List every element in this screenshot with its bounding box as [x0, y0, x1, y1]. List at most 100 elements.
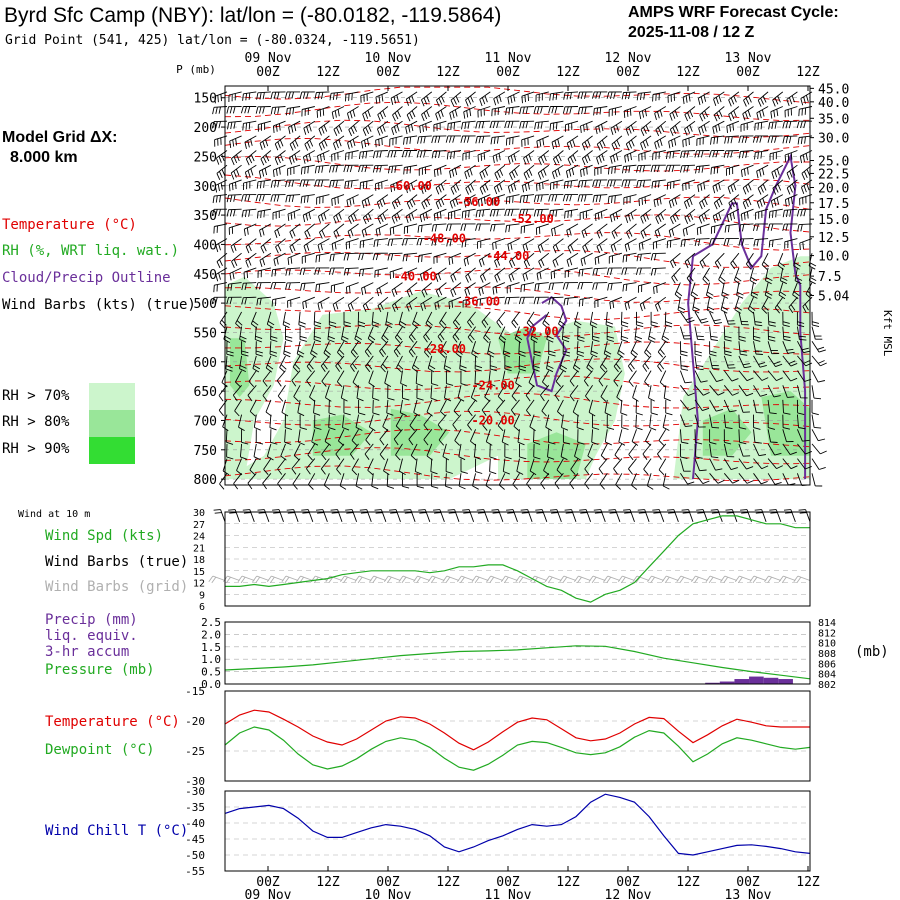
wind-barb [655, 208, 667, 224]
wind-barb [709, 311, 722, 325]
wind-barb [271, 267, 286, 277]
wind-barb [650, 252, 666, 261]
wind-barb [642, 355, 652, 372]
wind-barb-true [506, 509, 518, 522]
wind-barb [416, 238, 432, 246]
isotherm-line [224, 410, 811, 428]
wind-barb [490, 296, 505, 306]
wind-barb [753, 326, 761, 342]
wind-barb [398, 458, 406, 475]
wind-barb [698, 120, 710, 135]
wind-barb [328, 399, 336, 416]
wind-barb [212, 106, 228, 115]
wind-barb [331, 150, 345, 162]
wind-barb [282, 311, 291, 329]
wind-barb [419, 208, 433, 223]
wind-barb [679, 341, 688, 357]
wind-barb [314, 91, 330, 100]
legend-cloud: Cloud/Precip Outline [2, 270, 171, 286]
wind-barb [782, 120, 798, 129]
wind-barb [211, 120, 228, 129]
wind-barb [401, 238, 418, 246]
wind-barb [481, 311, 491, 328]
wind-barb [569, 370, 579, 387]
wind-barb [416, 473, 425, 489]
wind-barb-true [315, 509, 328, 522]
height-tick-label: 20.0 [818, 182, 849, 197]
wind-barb [653, 282, 666, 295]
wind-barb [481, 399, 491, 416]
wind-barb [284, 91, 301, 99]
wind-barb [655, 120, 667, 137]
wind-barb [301, 252, 315, 264]
wind-barb [329, 179, 345, 188]
wind-barb [262, 385, 272, 402]
wind-barb [743, 91, 754, 107]
wind-barb [599, 473, 608, 490]
wind-barb [404, 267, 418, 281]
wind-barb [724, 223, 739, 233]
wind-barb [265, 399, 272, 417]
wind-barb [383, 458, 390, 476]
wind-barb [380, 355, 389, 373]
wind-barb [694, 473, 710, 485]
wind-barb [753, 238, 769, 247]
wind-barb [478, 282, 491, 296]
wind-barb [709, 370, 724, 383]
pressure-tick-label: 200 [194, 121, 217, 136]
wind-barb [259, 135, 272, 150]
wind-barb [533, 429, 541, 445]
wind-barb [377, 208, 389, 224]
wind-barb [615, 473, 623, 490]
wind-barb [315, 252, 330, 263]
time-tick-top: 12Z [316, 65, 340, 80]
wind-barb-grid [266, 575, 284, 584]
wind-barb [535, 91, 549, 103]
wind-barb [563, 296, 579, 306]
wind-barb [389, 135, 403, 147]
wind-barb [479, 91, 491, 107]
wind-barb-grid [383, 575, 401, 584]
wind-barb [474, 370, 482, 387]
wind-barb [414, 458, 422, 475]
wind-frame [224, 511, 811, 607]
time-tick-top: 00Z [616, 65, 640, 80]
wind-barb [507, 179, 520, 194]
wind-barb [470, 385, 478, 402]
wind-barb [511, 385, 520, 402]
wind-barb [570, 458, 579, 475]
wind-barb [738, 223, 754, 232]
windchill-tick-label: -45 [185, 833, 205, 846]
wind-barb [556, 458, 564, 476]
wind-barb [640, 135, 652, 151]
wind-barb [546, 355, 554, 373]
wind-barb [663, 385, 671, 402]
wind-barb [798, 106, 813, 117]
wind-barb [332, 296, 345, 312]
wind-barb [548, 296, 564, 305]
wind-barb [256, 179, 271, 189]
wind-barb [375, 135, 389, 148]
wind-barb [520, 282, 535, 293]
wind-barb [753, 429, 762, 444]
wind-barb-true [286, 509, 299, 522]
precip-frame [224, 621, 811, 685]
wind-barb [489, 355, 498, 372]
wind-barb [679, 429, 689, 444]
wind-barb [375, 91, 389, 104]
wind-barb [797, 458, 812, 470]
wind-barb [435, 179, 447, 195]
wind-barb [401, 473, 410, 489]
wind-barb [431, 223, 447, 232]
wind-barb [793, 253, 801, 270]
wind-barb [565, 120, 579, 132]
wind-barb [782, 208, 798, 218]
wind-barb [238, 414, 245, 431]
wind-barb-true [359, 509, 372, 522]
precip-bar [719, 681, 735, 684]
wind-barb [579, 208, 593, 220]
wind-barb [640, 223, 652, 239]
wind-barb [811, 370, 826, 383]
wind-barb-grid [749, 575, 767, 584]
wind-barb [504, 208, 520, 217]
